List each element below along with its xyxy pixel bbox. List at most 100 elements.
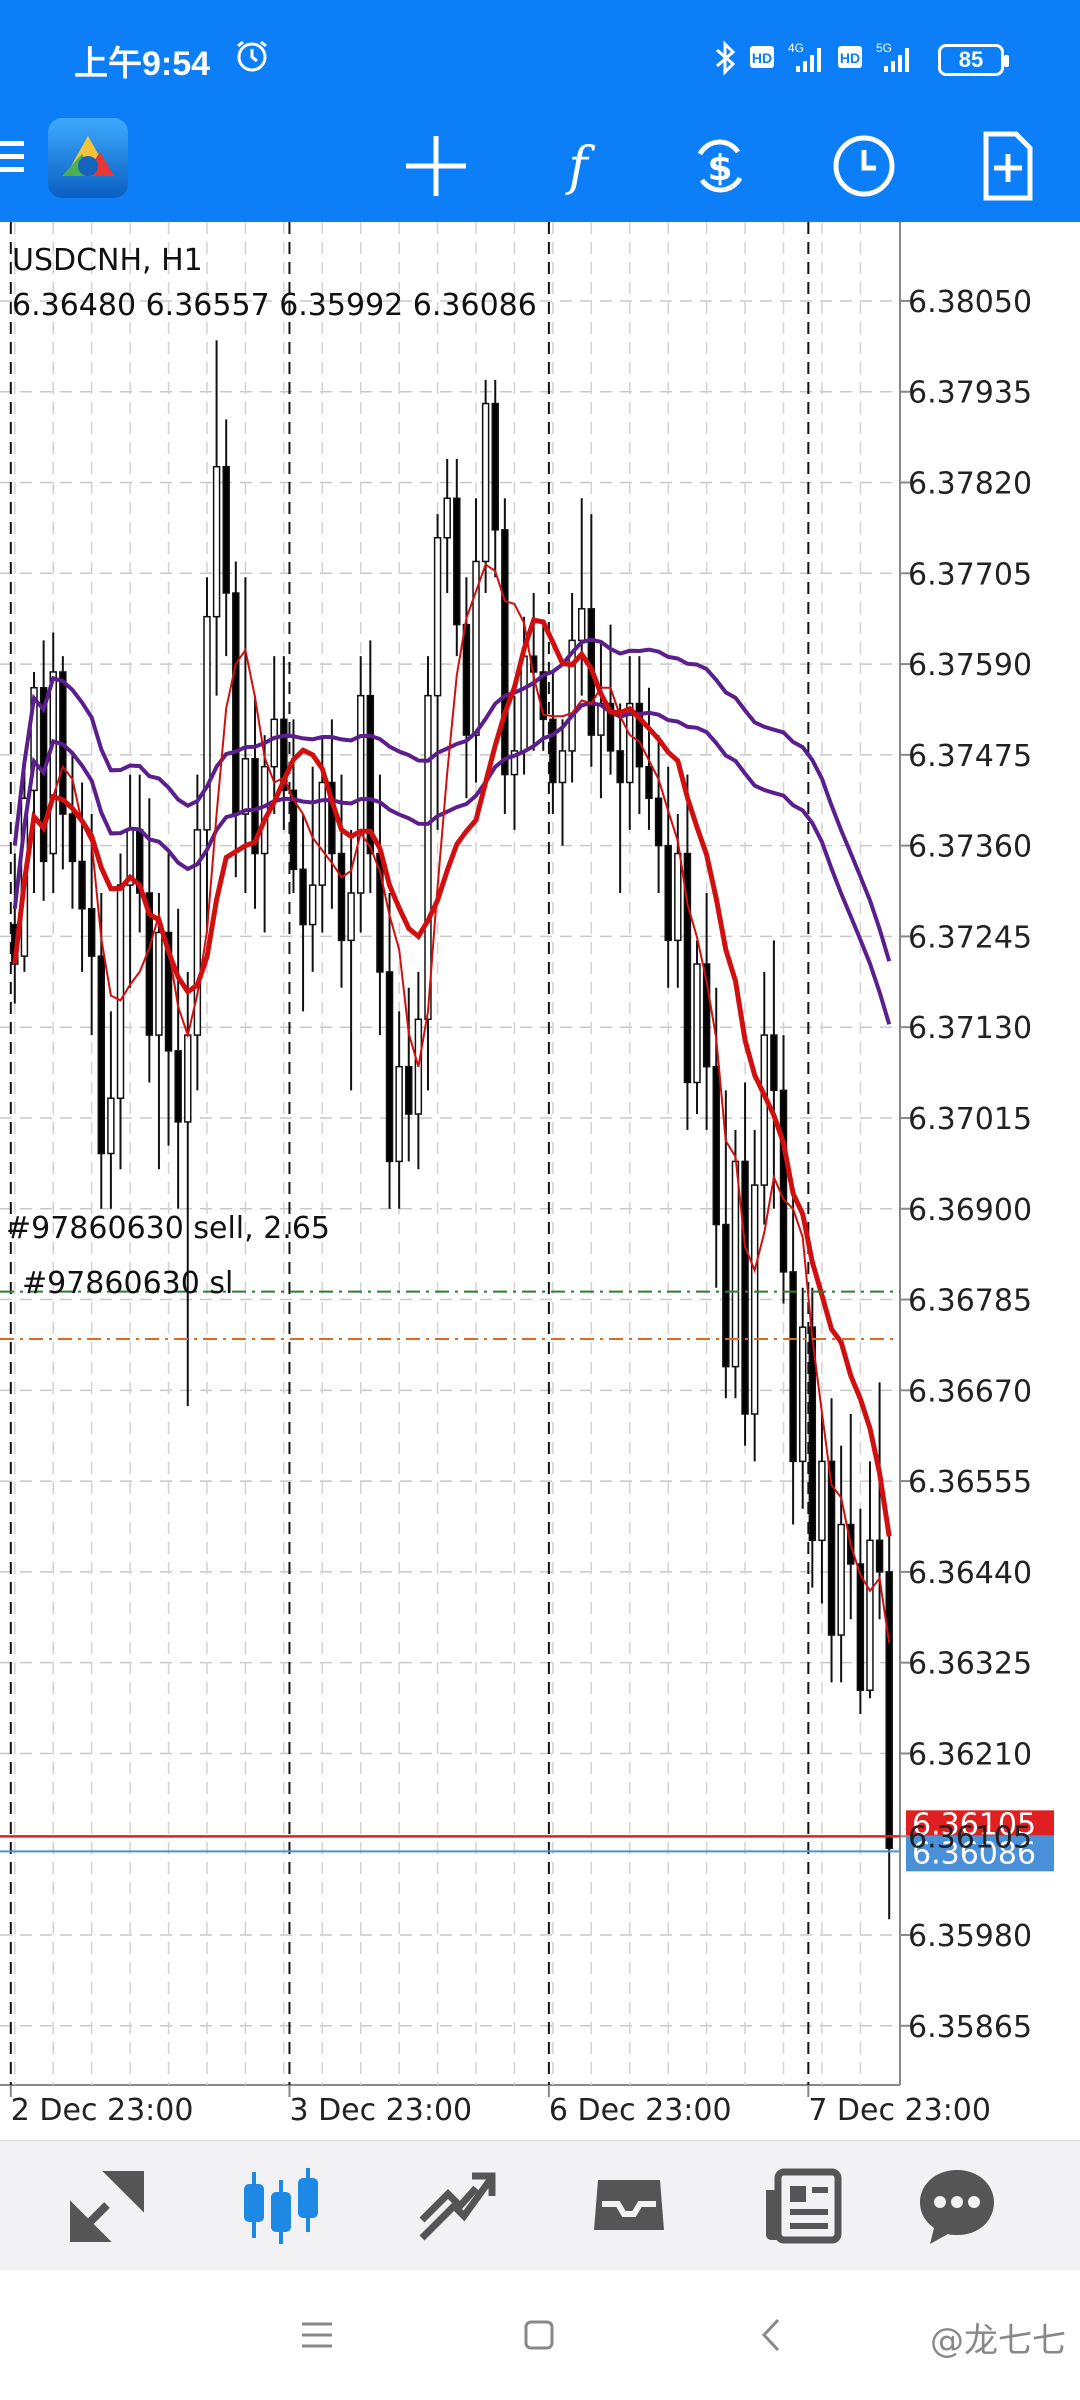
candle-body bbox=[270, 718, 278, 768]
timeframe-icon[interactable] bbox=[824, 126, 904, 206]
metatrader-logo-icon bbox=[62, 136, 114, 176]
svg-text:f: f bbox=[564, 137, 595, 197]
crosshair-icon[interactable] bbox=[396, 126, 476, 206]
home-icon[interactable] bbox=[514, 2310, 564, 2360]
price-tick-label: 6.36555 bbox=[908, 1465, 1032, 1500]
svg-text:HD: HD bbox=[752, 50, 772, 66]
candle-body bbox=[558, 750, 567, 784]
candle-body bbox=[49, 671, 57, 855]
candle-body bbox=[568, 639, 576, 752]
watermark: @龙七七 bbox=[930, 2321, 1066, 2361]
bid-price-label: 6.36086 bbox=[912, 1836, 1036, 1871]
quotes-icon[interactable] bbox=[62, 2160, 152, 2250]
candle-body bbox=[347, 892, 355, 942]
candle-body bbox=[328, 781, 336, 855]
candle-body bbox=[885, 1571, 893, 1849]
candle-body bbox=[789, 1271, 797, 1463]
candle-body bbox=[222, 465, 230, 594]
candle-body bbox=[837, 1523, 845, 1636]
price-tick-label: 6.36440 bbox=[908, 1556, 1032, 1591]
status-bar: 上午9:54 HD 4G HD 5G 85 bbox=[0, 0, 1080, 114]
price-tick-label: 6.37475 bbox=[908, 739, 1032, 774]
price-tick-label: 6.37245 bbox=[908, 920, 1032, 955]
bid-price-box bbox=[906, 1835, 1054, 1872]
candle-body bbox=[68, 813, 77, 863]
candle-body bbox=[366, 694, 375, 855]
chat-icon[interactable] bbox=[912, 2160, 1002, 2250]
candle-body bbox=[760, 1034, 769, 1186]
time-tick-label: 7 Dec 23:00 bbox=[808, 2093, 991, 2128]
price-tick-label: 6.37015 bbox=[908, 1102, 1032, 1137]
time-tick-label: 3 Dec 23:00 bbox=[289, 2093, 472, 2128]
candle-body bbox=[856, 1563, 865, 1692]
candle-body bbox=[750, 1184, 759, 1415]
candle-body bbox=[453, 497, 461, 626]
system-navigation bbox=[0, 2270, 1080, 2400]
candle-body bbox=[356, 694, 365, 894]
trade-icon[interactable]: $ bbox=[680, 126, 760, 206]
candle-body bbox=[289, 789, 298, 871]
recents-icon[interactable] bbox=[292, 2310, 342, 2360]
menu-icon[interactable] bbox=[0, 137, 28, 177]
battery-indicator: 85 bbox=[938, 44, 1009, 76]
candle-body bbox=[107, 1097, 115, 1155]
candle-body bbox=[702, 963, 711, 1068]
candle-body bbox=[779, 1089, 788, 1273]
candlesticks bbox=[11, 340, 893, 1920]
trend-icon[interactable] bbox=[410, 2160, 500, 2250]
moving-averages bbox=[12, 563, 892, 1644]
price-tick-label: 6.37360 bbox=[908, 830, 1032, 865]
alarm-icon bbox=[237, 40, 267, 72]
candle-body bbox=[87, 908, 96, 957]
price-tick-label: 6.35980 bbox=[908, 1919, 1032, 1954]
candle-body bbox=[549, 718, 557, 784]
price-tick-label: 6.37705 bbox=[908, 557, 1032, 592]
candle-body bbox=[30, 687, 38, 792]
candle-body bbox=[174, 1050, 182, 1123]
price-tick-label: 6.36325 bbox=[908, 1647, 1032, 1682]
svg-text:HD: HD bbox=[840, 50, 860, 66]
candle-body bbox=[155, 931, 163, 1036]
price-tick-label: 6.37935 bbox=[908, 376, 1032, 411]
candle-body bbox=[491, 402, 499, 531]
candle-body bbox=[424, 694, 432, 1021]
candle-body bbox=[145, 892, 154, 1036]
price-tick-label: 6.37130 bbox=[908, 1011, 1032, 1046]
sl-label[interactable]: #97860630 sl bbox=[22, 1266, 233, 1301]
new-order-icon[interactable] bbox=[968, 126, 1048, 206]
chart-icon[interactable] bbox=[236, 2160, 326, 2250]
price-tick-label: 6.36670 bbox=[908, 1374, 1032, 1409]
signal-icon-1: HD 4G bbox=[750, 41, 821, 72]
candle-body bbox=[280, 718, 288, 792]
price-tick-label: 6.36785 bbox=[908, 1284, 1032, 1319]
top-toolbar bbox=[0, 114, 1080, 222]
candle-body bbox=[78, 860, 86, 910]
back-icon[interactable] bbox=[746, 2310, 796, 2360]
bluetooth-icon bbox=[716, 40, 736, 76]
candle-body bbox=[866, 1539, 874, 1692]
candle-body bbox=[645, 765, 653, 800]
news-icon[interactable] bbox=[758, 2160, 848, 2250]
price-tick-label: 6.38050 bbox=[908, 285, 1032, 320]
price-tick-label: 6.36900 bbox=[908, 1193, 1032, 1228]
candle-body bbox=[510, 750, 519, 776]
app-logo[interactable] bbox=[48, 118, 128, 198]
history-icon[interactable] bbox=[584, 2160, 674, 2250]
candle-body bbox=[683, 852, 692, 1084]
indicators-icon[interactable]: f bbox=[538, 126, 618, 206]
candle-body bbox=[606, 702, 615, 752]
price-tick-label: 6.37590 bbox=[908, 648, 1032, 683]
candle-body bbox=[337, 852, 346, 942]
candle-body bbox=[481, 402, 490, 563]
bottom-navigation bbox=[0, 2140, 1080, 2270]
candle-body bbox=[193, 829, 202, 1036]
battery-level: 85 bbox=[958, 47, 984, 72]
candle-body bbox=[731, 1160, 740, 1368]
candle-body bbox=[577, 608, 586, 642]
candle-body bbox=[808, 1326, 817, 1542]
candle-body bbox=[472, 560, 480, 736]
candle-body bbox=[405, 1065, 413, 1115]
order-label[interactable]: #97860630 sell, 2.65 bbox=[6, 1211, 330, 1246]
